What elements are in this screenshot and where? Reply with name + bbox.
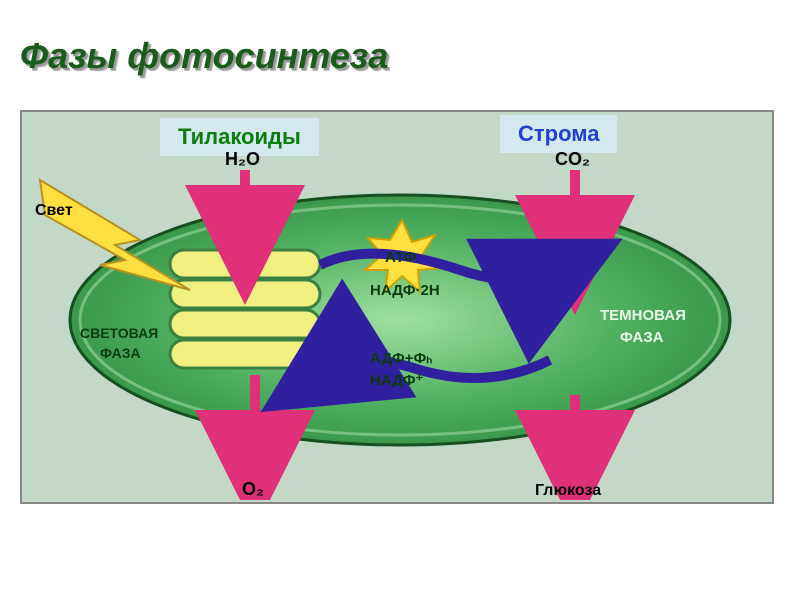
dark-phase-label-1: ТЕМНОВАЯ	[600, 307, 686, 324]
thylakoid-stack	[170, 250, 320, 368]
light-phase-label-2: ФАЗА	[100, 345, 141, 361]
page-title: Фазы фотосинтеза	[20, 35, 388, 77]
co2-label: CO₂	[555, 149, 590, 169]
light-label: Свет	[35, 202, 73, 219]
nadph-label: НАДФ·2H	[370, 282, 440, 299]
nadp-label: НАДФ⁺	[370, 372, 424, 389]
atp-label: АТФ	[385, 249, 417, 266]
glucose-label: Глюкоза	[535, 482, 601, 499]
photosynthesis-diagram: Свет H₂O CO₂ O₂ Глюкоза АТФ НАДФ·2H АДФ+…	[20, 110, 770, 500]
o2-label: O₂	[242, 479, 264, 499]
dark-phase-label-2: ФАЗА	[620, 329, 664, 346]
adp-label: АДФ+Фₕ	[370, 350, 432, 367]
h2o-label: H₂O	[225, 149, 260, 169]
light-phase-label-1: СВЕТОВАЯ	[80, 325, 158, 341]
